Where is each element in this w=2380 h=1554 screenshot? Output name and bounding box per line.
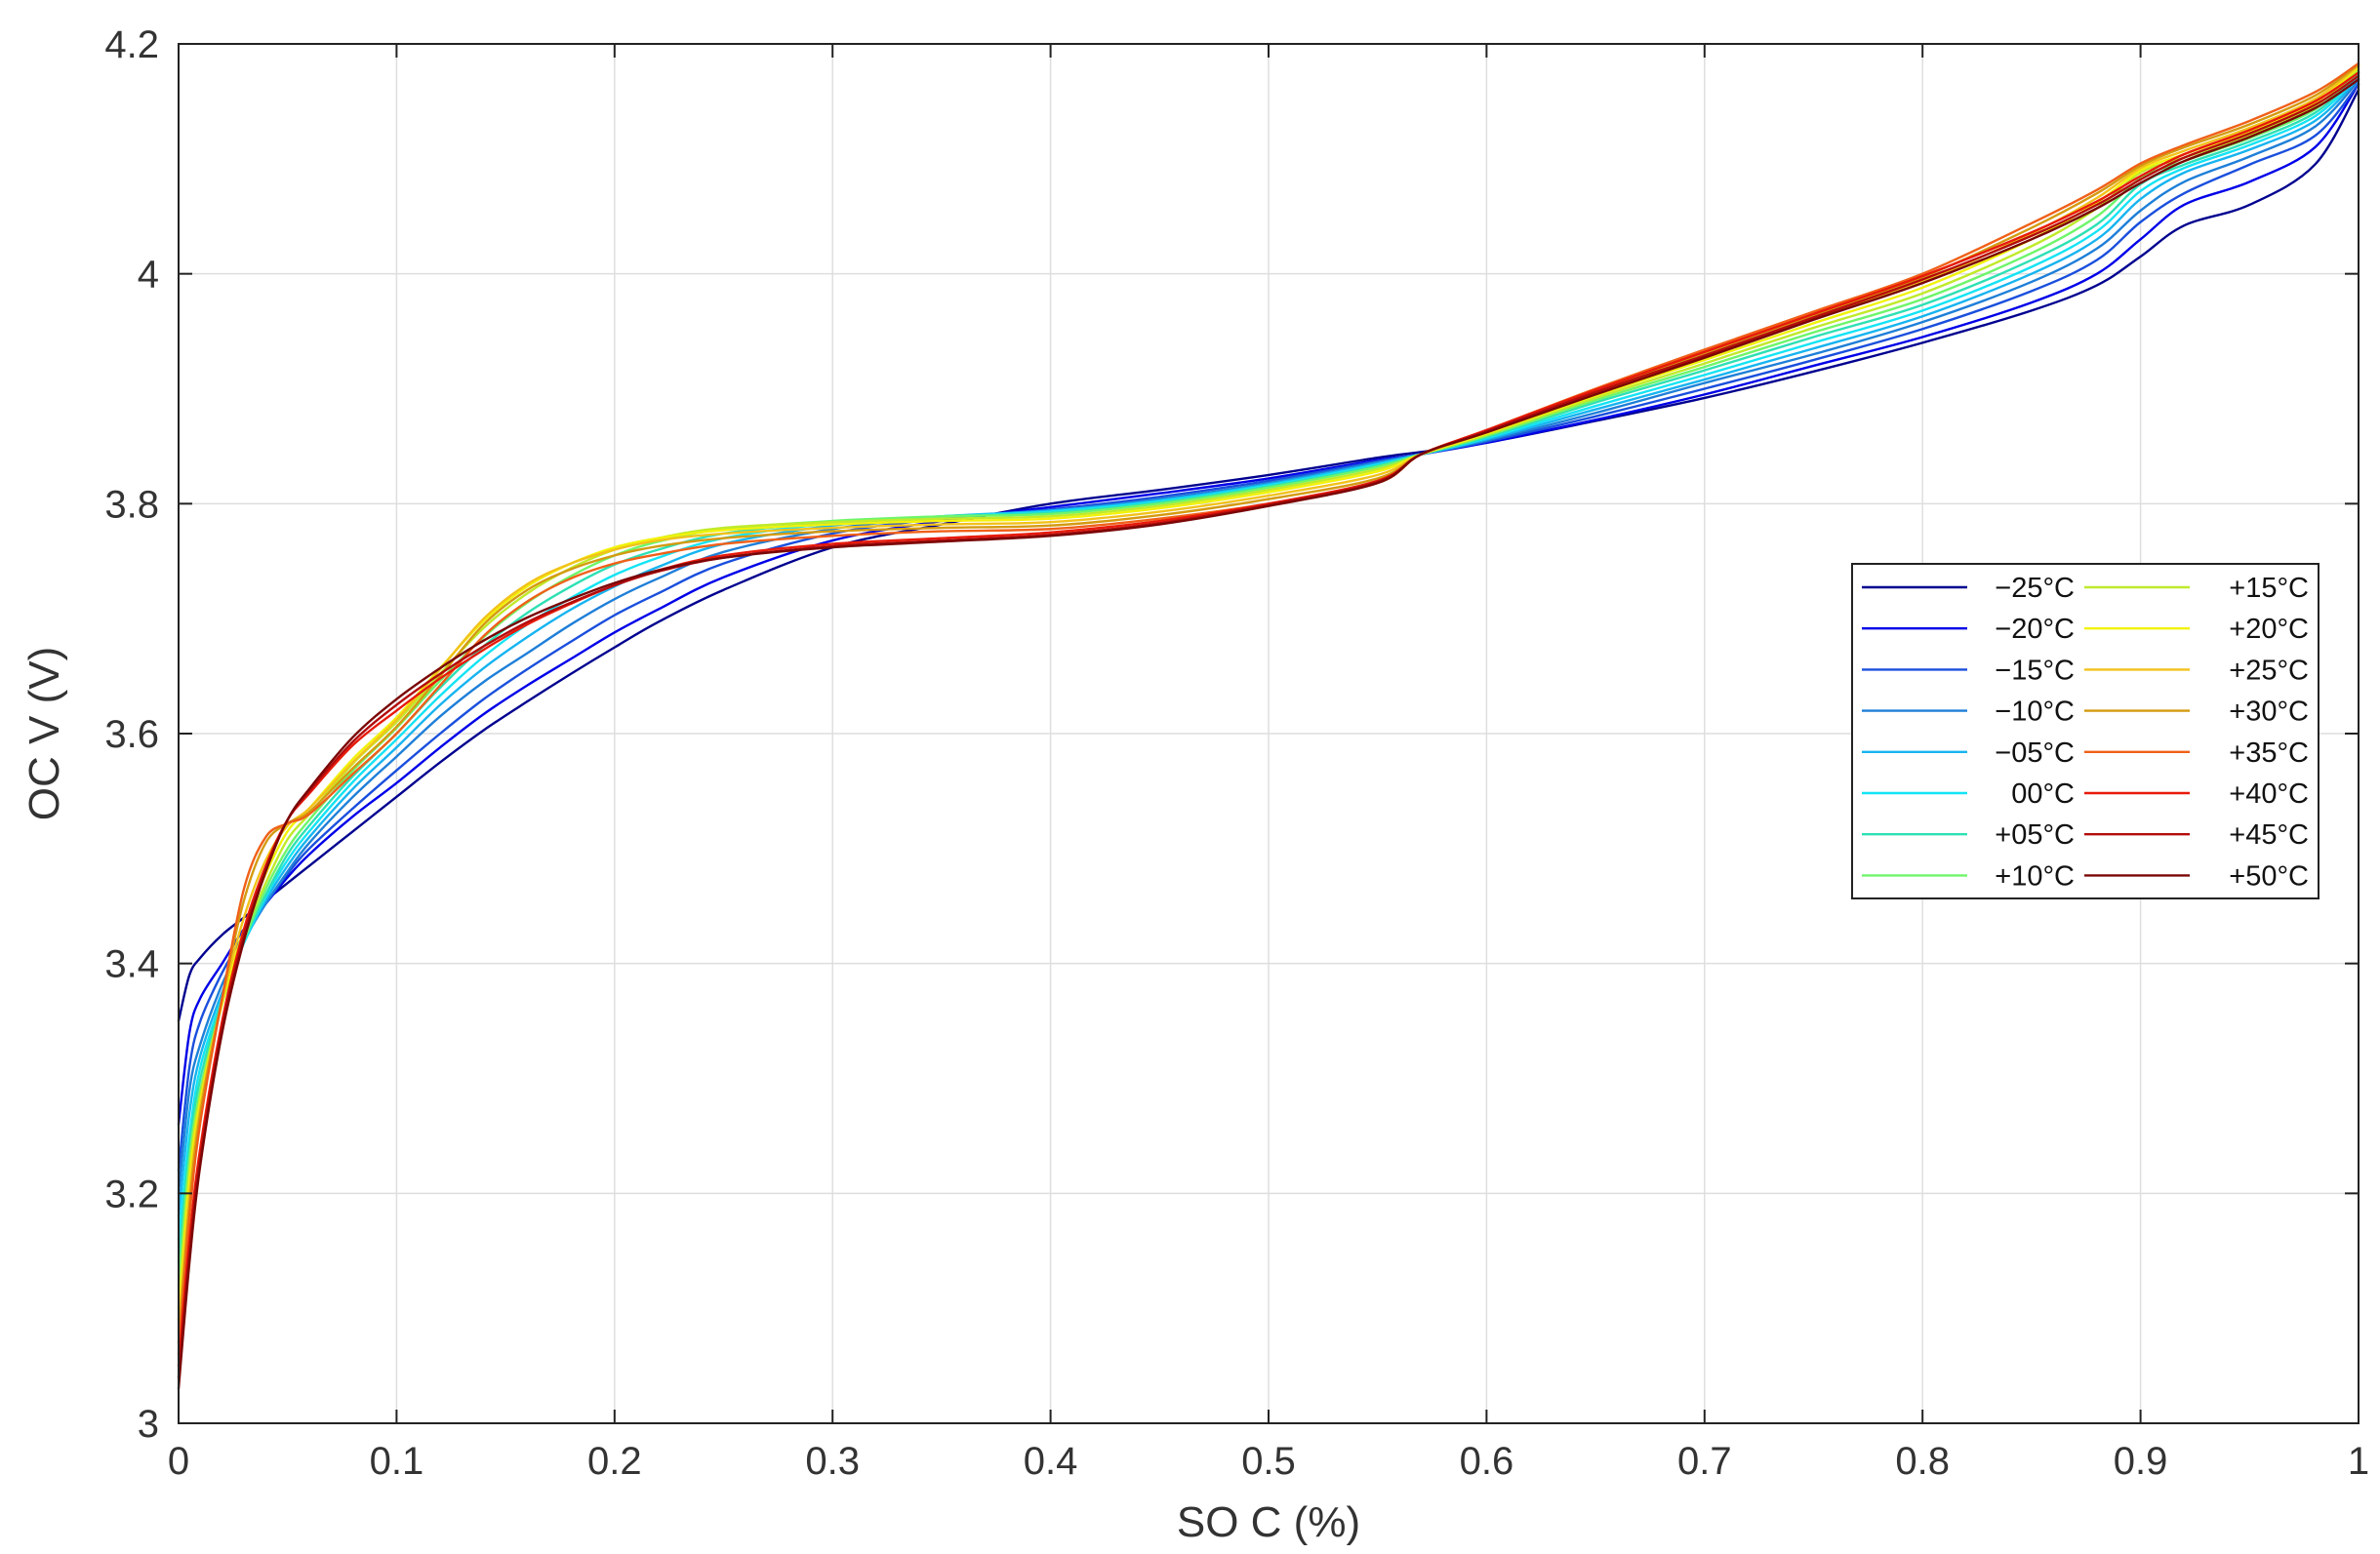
legend-label: +40°C <box>2229 778 2309 810</box>
x-tick-label: 0.5 <box>1241 1440 1296 1483</box>
x-tick-label: 0.1 <box>370 1440 424 1483</box>
legend-label: +10°C <box>1995 860 2075 892</box>
legend-label: +05°C <box>1995 819 2075 851</box>
legend-box <box>1851 563 2319 899</box>
legend-label: +45°C <box>2229 819 2309 851</box>
legend-label: +25°C <box>2229 655 2309 686</box>
legend-label: −15°C <box>1995 655 2075 686</box>
x-tick-label: 1 <box>2348 1440 2369 1483</box>
y-tick-label: 3.6 <box>104 713 159 756</box>
x-tick-label: 0 <box>168 1440 189 1483</box>
y-tick-label: 3.4 <box>104 943 159 986</box>
series-line <box>177 61 2360 1356</box>
legend-label: +50°C <box>2229 860 2309 892</box>
legend: −25°C −20°C −15°C −10°C −05°C 00°C +05°C +10°C +… <box>1851 563 2319 899</box>
legend-label: +35°C <box>2229 737 2309 769</box>
y-tick-label: 3.8 <box>104 483 159 526</box>
series-line <box>177 67 2360 1310</box>
series-line <box>177 88 2360 1022</box>
x-axis-label: SO C (%) <box>1177 1498 1360 1546</box>
x-tick-label: 0.3 <box>805 1440 860 1483</box>
series-lines <box>177 61 2360 1390</box>
legend-label: −20°C <box>1995 614 2075 645</box>
series-line <box>177 70 2360 1287</box>
x-tick-label: 0.2 <box>587 1440 642 1483</box>
y-axis-label: OC V (V) <box>20 647 68 820</box>
legend-label: −10°C <box>1995 697 2075 728</box>
legend-label: +20°C <box>2229 614 2309 645</box>
legend-label: +15°C <box>2229 573 2309 604</box>
legend-label: −25°C <box>1995 573 2075 604</box>
series-line <box>177 63 2360 1344</box>
y-tick-label: 3 <box>138 1403 159 1446</box>
x-tick-label: 0.7 <box>1677 1440 1732 1483</box>
series-line <box>177 65 2360 1322</box>
x-tick-label: 0.4 <box>1024 1440 1078 1483</box>
legend-label: +30°C <box>2229 697 2309 728</box>
y-tick-label: 4 <box>138 254 159 297</box>
legend-label: 00°C <box>2011 778 2075 810</box>
x-tick-label: 0.8 <box>1895 1440 1950 1483</box>
x-tick-label: 0.6 <box>1460 1440 1514 1483</box>
y-tick-label: 4.2 <box>104 23 159 66</box>
y-tick-label: 3.2 <box>104 1173 159 1215</box>
legend-label: −05°C <box>1995 737 2075 769</box>
series-line <box>177 78 2360 1390</box>
x-tick-label: 0.9 <box>2114 1440 2168 1483</box>
axis-ticks: 0 0.1 0.2 0.3 0.4 0.5 0.6 0.7 0.8 0.9 1 3 3.2 3.4 3.6 3… <box>104 23 2369 1483</box>
